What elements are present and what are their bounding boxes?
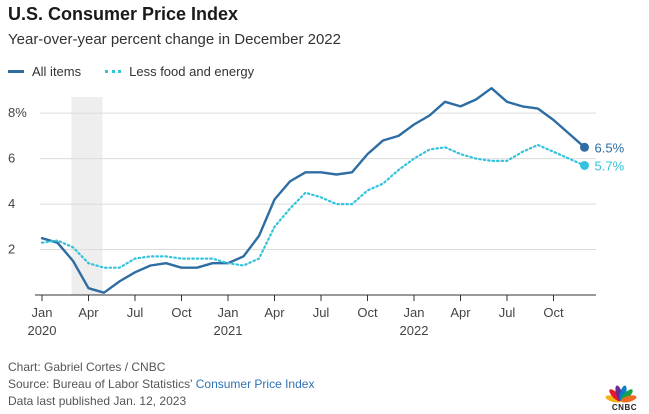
x-tick-label: Apr <box>78 305 99 320</box>
end-label-all-items: 6.5% <box>595 140 625 155</box>
x-tick-label: Jul <box>127 305 144 320</box>
x-tick-label: Jan <box>32 305 53 320</box>
legend-swatch-solid <box>8 70 24 73</box>
cnbc-logo-wordmark: CNBC <box>611 403 637 412</box>
x-tick-year-label: 2020 <box>28 323 57 338</box>
legend-label-all-items: All items <box>32 64 82 79</box>
y-tick-label: 8% <box>8 105 27 120</box>
legend-item-core: Less food and energy <box>105 64 254 79</box>
y-tick-label: 2 <box>8 242 15 257</box>
legend-swatch-dotted <box>105 70 122 73</box>
x-tick-label: Jul <box>499 305 516 320</box>
x-tick-label: Jan <box>218 305 239 320</box>
end-point-all-items <box>580 142 589 152</box>
x-tick-label: Jan <box>404 305 425 320</box>
chart-title: U.S. Consumer Price Index <box>8 4 239 24</box>
footer-source-link[interactable]: Consumer Price Index <box>195 377 315 391</box>
series-line-all-items <box>40 86 586 294</box>
x-tick-label: Oct <box>357 305 378 320</box>
x-tick-label: Jul <box>313 305 330 320</box>
y-tick-label: 4 <box>8 196 15 211</box>
recession-shade <box>71 97 103 295</box>
x-tick-year-label: 2021 <box>214 323 243 338</box>
footer-source-prefix: Source: Bureau of Labor Statistics' <box>8 377 196 391</box>
x-tick-label: Apr <box>264 305 285 320</box>
end-label-core: 5.7% <box>595 158 625 173</box>
footer-source: Source: Bureau of Labor Statistics' Cons… <box>8 377 314 391</box>
legend-label-core: Less food and energy <box>129 64 255 79</box>
cnbc-peacock-logo <box>605 385 637 403</box>
x-tick-year-label: 2022 <box>400 323 429 338</box>
legend-item-all-items: All items <box>8 64 81 79</box>
footer-credit: Chart: Gabriel Cortes / CNBC <box>8 360 166 374</box>
chart-subtitle: Year-over-year percent change in Decembe… <box>8 31 341 48</box>
x-tick-label: Apr <box>450 305 471 320</box>
footer-published: Data last published Jan. 12, 2023 <box>8 394 187 408</box>
logo-feather <box>620 395 637 403</box>
y-tick-label: 6 <box>8 151 15 166</box>
series-line-core <box>40 143 586 269</box>
x-tick-label: Oct <box>171 305 192 320</box>
end-point-core <box>580 160 589 170</box>
legend: All items Less food and energy <box>8 64 278 79</box>
x-tick-label: Oct <box>543 305 564 320</box>
